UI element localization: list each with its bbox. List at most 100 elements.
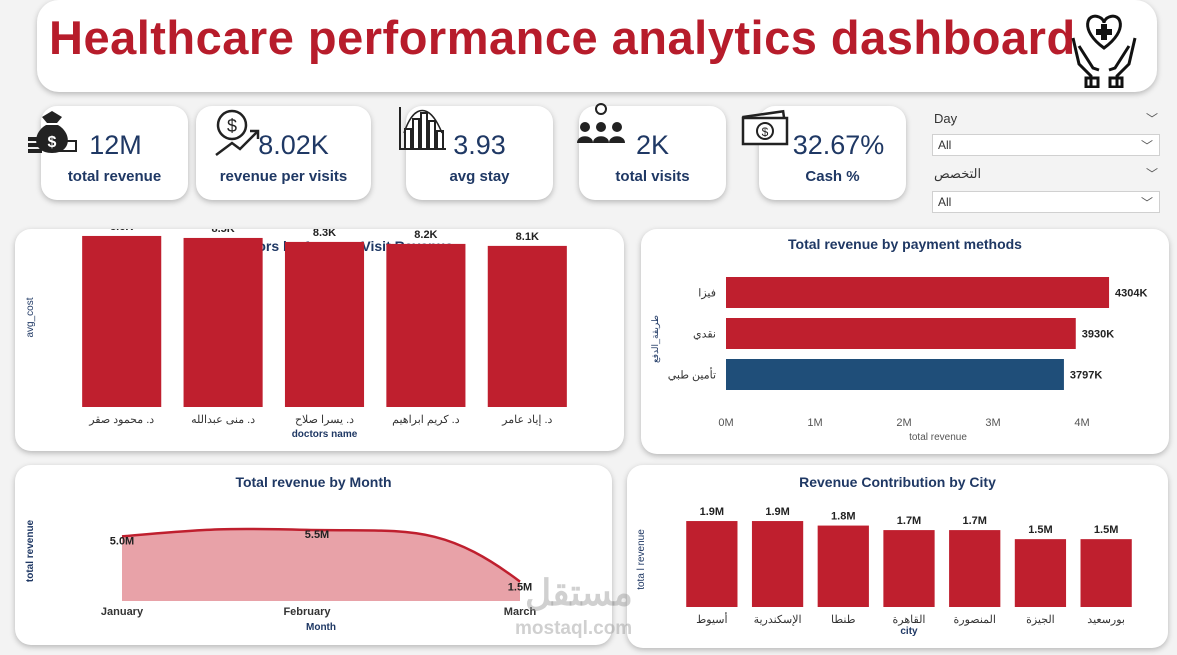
bar xyxy=(686,521,738,607)
bar xyxy=(183,237,263,407)
x-tick-label: المنصورة xyxy=(954,614,996,626)
kpi-label: Cash % xyxy=(805,168,860,185)
x-tick-label: د. يسرا صلاح xyxy=(295,414,354,426)
kpi-value: 3.93 xyxy=(453,130,506,160)
bar xyxy=(883,530,935,607)
bar xyxy=(751,521,804,607)
chevron-down-icon[interactable]: ﹀ xyxy=(1146,167,1159,181)
doctors-chart-card: Top 5 Doctors by Average Visit Revenue 8… xyxy=(15,229,624,451)
bar xyxy=(82,235,162,407)
svg-text:$: $ xyxy=(48,134,57,151)
x-axis-label: total revenue xyxy=(909,432,967,443)
data-label: 3930K xyxy=(1082,329,1114,341)
data-label: 1.9M xyxy=(765,506,789,518)
area-fill xyxy=(122,528,520,601)
bar-distribution-icon xyxy=(399,107,446,150)
x-tick-label: March xyxy=(504,606,537,618)
x-tick-label: 3M xyxy=(985,417,1000,429)
bar xyxy=(1080,539,1132,607)
dollar-growth-icon: $ xyxy=(215,109,260,156)
data-label: 1.7M xyxy=(962,515,986,527)
bar xyxy=(726,359,1064,390)
x-axis-label: Month xyxy=(306,622,336,633)
x-tick-label: January xyxy=(101,606,144,618)
bar xyxy=(386,243,466,407)
series-line xyxy=(121,527,521,583)
chevron-down-icon[interactable]: ﹀ xyxy=(1146,112,1159,126)
kpi-label: revenue per visits xyxy=(219,168,348,185)
x-axis-label: city xyxy=(900,626,918,637)
y-axis-label: total revenue xyxy=(25,519,36,582)
kpi-label: avg stay xyxy=(449,168,510,185)
slicer-day-value: All xyxy=(938,138,952,152)
x-tick-label: الإسكندرية xyxy=(754,614,802,626)
bar xyxy=(726,318,1076,349)
page-title: Healthcare performance analytics dashboa… xyxy=(49,11,1076,64)
bar xyxy=(487,245,567,407)
watermark-arabic: مستقل xyxy=(525,572,633,613)
data-label: 8.6K xyxy=(110,229,133,233)
month-area-chart: 5.0M January 5.5M February 1.5M March Month tot… xyxy=(25,519,537,633)
kpi-value: 8.02K xyxy=(258,130,329,160)
watermark-latin: mostaql.com xyxy=(515,618,633,639)
payment-bar-chart: 4304K فيزا 3930K نقدي 3797K تأمين طبي 0M 1M 2M 3M… xyxy=(650,277,1148,443)
x-tick-label: د. كريم ابراهيم xyxy=(392,414,460,426)
doctors-bar-chart: 8.6K د. محمود صقر 8.5K د. منى عبدالله 8.3K د.… xyxy=(25,229,567,440)
chevron-down-icon: ﹀ xyxy=(1140,139,1153,153)
slicer-specialty-label: التخصص xyxy=(934,166,982,181)
chart-title: Total revenue by payment methods xyxy=(788,236,1022,252)
chevron-down-icon: ﹀ xyxy=(1140,196,1153,210)
x-tick-label: د. محمود صقر xyxy=(88,414,154,426)
data-label: 8.2K xyxy=(414,229,437,241)
kpi-total-revenue: 12M total revenue xyxy=(41,106,188,200)
data-label: 1.5M xyxy=(508,582,532,594)
data-label: 1.5M xyxy=(1094,524,1118,536)
kpi-value: 2K xyxy=(635,130,670,160)
money-bag-icon: $ xyxy=(28,111,77,153)
x-tick-label: 1M xyxy=(807,417,822,429)
data-label: 3797K xyxy=(1070,370,1102,382)
people-group-icon xyxy=(577,103,625,143)
cash-stack-icon: $ xyxy=(741,109,789,146)
kpi-label: total revenue xyxy=(67,168,162,185)
y-axis-label: avg_cost xyxy=(25,297,36,337)
y-tick-label: نقدي xyxy=(693,329,716,341)
slicer-day-dropdown[interactable]: All ﹀ xyxy=(932,134,1160,156)
bar xyxy=(817,525,869,607)
data-label: 1.9M xyxy=(700,506,724,518)
x-tick-label: القاهرة xyxy=(893,614,926,626)
city-chart-card: Revenue Contribution by City 1.9M أسيوط 1.… xyxy=(627,465,1168,648)
kpi-value: 32.67% xyxy=(792,130,885,160)
data-label: 8.5K xyxy=(211,229,234,235)
svg-text:$: $ xyxy=(227,116,237,136)
data-label: 1.5M xyxy=(1028,524,1052,536)
data-label: 5.0M xyxy=(110,535,134,547)
kpi-total-visits: 2K total visits xyxy=(579,106,726,200)
month-chart-card: Total revenue by Month 5.0M January 5.5M Fe… xyxy=(15,465,612,645)
data-label: 1.7M xyxy=(897,515,921,527)
slicer-day-label: Day xyxy=(934,111,958,126)
svg-text:$: $ xyxy=(762,125,769,139)
bar xyxy=(949,530,1001,607)
x-axis-label: doctors name xyxy=(292,429,358,440)
title-card: Healthcare performance analytics dashboa… xyxy=(37,0,1157,92)
kpi-label: total visits xyxy=(615,168,690,185)
slicer-specialty-value: All xyxy=(938,195,952,209)
y-tick-label: تأمين طبي xyxy=(668,368,716,382)
y-axis-label: tota l revenue xyxy=(636,529,647,590)
data-label: 5.5M xyxy=(305,529,329,541)
city-bar-chart: 1.9M أسيوط 1.9M الإسكندرية 1.8M طنطا 1.7M القاه… xyxy=(636,506,1132,637)
data-label: 8.1K xyxy=(516,231,539,243)
x-tick-label: 0M xyxy=(718,417,733,429)
x-tick-label: طنطا xyxy=(831,614,856,626)
y-axis-label: طريقة_الدفع xyxy=(650,315,661,363)
data-label: 8.3K xyxy=(313,229,336,239)
bar xyxy=(726,277,1110,308)
kpi-revenue-per-visits: 8.02K revenue per visits xyxy=(196,106,371,200)
x-tick-label: الجيزة xyxy=(1026,614,1055,626)
bar xyxy=(284,241,365,407)
slicer-specialty-dropdown[interactable]: All ﹀ xyxy=(932,191,1160,213)
x-tick-label: February xyxy=(283,606,331,618)
heart-hands-icon xyxy=(1071,14,1137,88)
y-tick-label: فيزا xyxy=(698,288,716,300)
